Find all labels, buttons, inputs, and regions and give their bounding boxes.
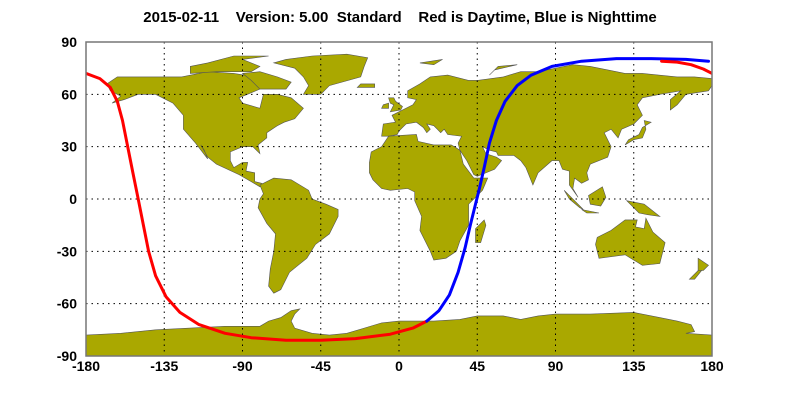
ground-track-nighttime-1 <box>425 57 710 323</box>
x-tick-label: -180 <box>72 358 100 374</box>
x-tick-label: 90 <box>548 358 564 374</box>
landmass-japan <box>624 120 652 146</box>
landmass-new-guinea <box>625 200 661 217</box>
landmass-africa <box>369 134 489 261</box>
landmass-java <box>581 209 600 214</box>
y-tick-label: -60 <box>57 296 77 312</box>
landmass-britain <box>388 97 403 113</box>
landmass-novaya-zemlya <box>489 64 518 76</box>
y-tick-label: 0 <box>69 191 77 207</box>
landmass-greenland <box>272 53 369 95</box>
x-tick-label: -90 <box>232 358 252 374</box>
x-tick-label: 135 <box>622 358 646 374</box>
landmass-arctic-islands <box>190 55 269 74</box>
x-tick-label: 180 <box>700 358 724 374</box>
x-tick-label: 45 <box>469 358 485 374</box>
landmass-sumatra <box>563 190 584 210</box>
y-tick-label: 90 <box>61 34 77 50</box>
x-tick-label: -45 <box>311 358 331 374</box>
y-tick-label: -90 <box>57 348 77 364</box>
landmass-eurasia <box>381 64 712 198</box>
landmass-south-america <box>257 177 339 294</box>
landmass-new-zealand-south <box>688 270 703 280</box>
landmass-new-zealand-north <box>697 257 709 271</box>
landmass-north-america <box>106 71 304 188</box>
plot-frame <box>85 41 713 357</box>
y-tick-label: 60 <box>61 86 77 102</box>
landmass-baffin <box>241 71 292 90</box>
plot-area <box>86 42 712 356</box>
x-tick-label: 0 <box>395 358 403 374</box>
chart-title: 2015-02-11 Version: 5.00 Standard Red is… <box>143 9 657 26</box>
y-tick-label: -30 <box>57 243 77 259</box>
ground-track-daytime-2 <box>660 59 712 75</box>
y-tick-label: 30 <box>61 139 77 155</box>
x-tick-label: -135 <box>150 358 178 374</box>
landmass-australia <box>595 217 666 266</box>
landmass-svalbard <box>419 59 443 66</box>
ground-track-daytime-0 <box>86 71 429 342</box>
landmass-ireland <box>381 102 389 109</box>
landmass-iceland <box>356 83 376 88</box>
landmass-borneo <box>588 186 607 207</box>
landmass-madagascar <box>475 219 487 243</box>
